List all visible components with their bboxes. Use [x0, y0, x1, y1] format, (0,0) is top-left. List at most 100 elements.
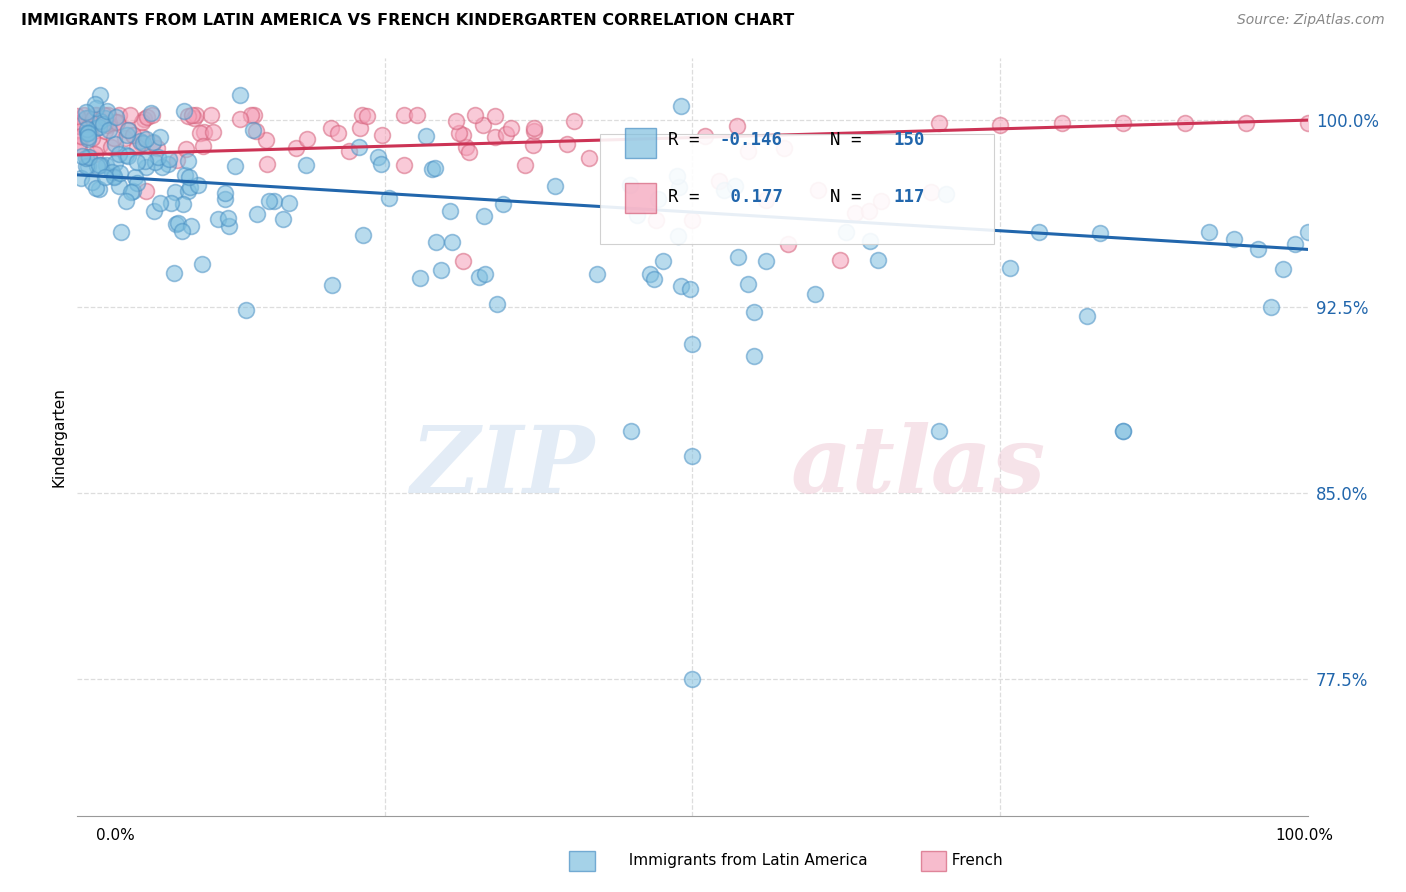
- Point: [1112, 424, 1135, 438]
- Point: [121, 128, 143, 143]
- Point: [104, 136, 127, 151]
- Point: [457, 145, 479, 160]
- Point: [174, 142, 197, 156]
- Point: [125, 140, 148, 154]
- Point: [709, 174, 731, 188]
- Point: [139, 106, 162, 120]
- Point: [218, 219, 240, 233]
- Point: [682, 336, 704, 351]
- Point: [98, 122, 121, 136]
- Point: [456, 140, 478, 154]
- Point: [727, 250, 749, 264]
- Point: [80, 175, 103, 189]
- Point: [94, 115, 117, 129]
- Point: [70, 149, 93, 163]
- Point: [242, 122, 264, 136]
- Point: [193, 124, 215, 138]
- Point: [86, 108, 108, 122]
- Point: [108, 166, 131, 180]
- Point: [97, 116, 120, 130]
- Point: [108, 147, 131, 161]
- Point: [131, 129, 153, 144]
- Point: [77, 132, 100, 146]
- Point: [191, 257, 214, 271]
- Point: [447, 127, 470, 141]
- Point: [131, 136, 153, 150]
- Point: [446, 114, 468, 128]
- Point: [129, 136, 152, 150]
- Point: [77, 126, 100, 140]
- Point: [406, 108, 429, 122]
- Point: [79, 110, 101, 124]
- Point: [117, 123, 139, 137]
- Point: [464, 108, 486, 122]
- Point: [869, 194, 891, 208]
- Point: [271, 211, 294, 226]
- Point: [77, 125, 100, 139]
- Point: [76, 126, 98, 140]
- Point: [166, 153, 188, 168]
- Point: [349, 120, 371, 135]
- Point: [669, 99, 692, 113]
- Point: [173, 168, 195, 182]
- Text: 0.0%: 0.0%: [96, 828, 135, 843]
- Point: [643, 272, 665, 286]
- Point: [207, 211, 229, 226]
- Point: [859, 234, 882, 248]
- Point: [755, 254, 778, 268]
- Point: [367, 150, 389, 164]
- Point: [217, 211, 239, 226]
- Point: [87, 182, 110, 196]
- Text: -0.146: -0.146: [720, 131, 783, 149]
- Point: [485, 297, 508, 311]
- Point: [1112, 115, 1135, 129]
- Point: [693, 128, 716, 143]
- Point: [377, 191, 399, 205]
- Point: [115, 148, 138, 162]
- Point: [1234, 115, 1257, 129]
- Point: [118, 108, 141, 122]
- Point: [858, 204, 880, 219]
- Point: [143, 204, 166, 219]
- Point: [370, 157, 392, 171]
- Point: [94, 170, 117, 185]
- Text: Immigrants from Latin America: Immigrants from Latin America: [619, 854, 868, 868]
- Point: [394, 158, 416, 172]
- Point: [1296, 115, 1319, 129]
- Point: [103, 131, 125, 145]
- Point: [89, 137, 111, 152]
- Point: [1296, 225, 1319, 239]
- Point: [474, 267, 496, 281]
- Point: [263, 194, 285, 208]
- Point: [725, 119, 748, 133]
- Text: N =: N =: [810, 187, 872, 206]
- Point: [70, 129, 93, 144]
- Point: [75, 105, 97, 120]
- Point: [844, 205, 866, 219]
- Point: [1174, 115, 1197, 129]
- Point: [89, 88, 111, 103]
- Point: [420, 162, 443, 177]
- Point: [1223, 232, 1246, 246]
- Point: [644, 212, 666, 227]
- Point: [105, 115, 128, 129]
- Point: [108, 179, 131, 194]
- Point: [724, 179, 747, 194]
- Point: [371, 128, 394, 142]
- Point: [84, 101, 107, 115]
- Point: [214, 186, 236, 200]
- Point: [682, 449, 704, 463]
- Point: [350, 108, 373, 122]
- Point: [522, 137, 544, 152]
- Point: [75, 111, 97, 125]
- Text: Source: ZipAtlas.com: Source: ZipAtlas.com: [1237, 13, 1385, 28]
- Point: [257, 194, 280, 208]
- Point: [668, 180, 690, 194]
- Point: [484, 129, 506, 144]
- Point: [67, 120, 90, 134]
- Point: [453, 128, 475, 143]
- FancyBboxPatch shape: [600, 134, 994, 244]
- Point: [103, 170, 125, 185]
- Point: [495, 127, 517, 141]
- Point: [1247, 243, 1270, 257]
